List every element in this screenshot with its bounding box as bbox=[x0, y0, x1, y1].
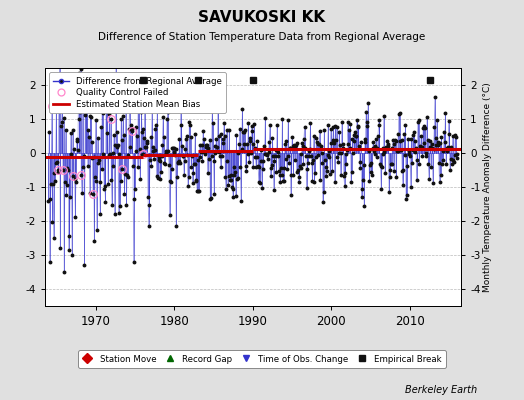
Y-axis label: Monthly Temperature Anomaly Difference (°C): Monthly Temperature Anomaly Difference (… bbox=[483, 82, 493, 292]
Legend: Station Move, Record Gap, Time of Obs. Change, Empirical Break: Station Move, Record Gap, Time of Obs. C… bbox=[78, 350, 446, 368]
Text: SAVUKOSKI KK: SAVUKOSKI KK bbox=[199, 10, 325, 25]
Text: Berkeley Earth: Berkeley Earth bbox=[405, 385, 477, 395]
Legend: Difference from Regional Average, Quality Control Failed, Estimated Station Mean: Difference from Regional Average, Qualit… bbox=[49, 72, 226, 113]
Text: Difference of Station Temperature Data from Regional Average: Difference of Station Temperature Data f… bbox=[99, 32, 425, 42]
